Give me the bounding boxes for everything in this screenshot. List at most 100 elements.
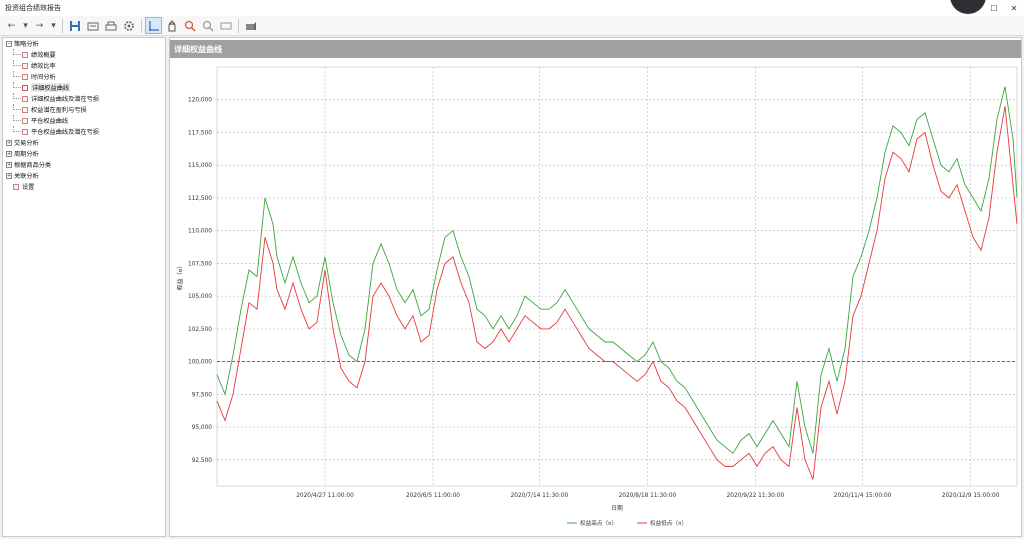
y-tick-label: 112,500 bbox=[188, 196, 212, 202]
print-icon bbox=[105, 21, 116, 30]
series-line-high bbox=[216, 86, 1018, 454]
settings-report-icon bbox=[13, 183, 19, 190]
window-controls: — ☐ ✕ bbox=[964, 0, 1024, 16]
tree-item-label: 绩效比率 bbox=[31, 63, 56, 70]
y-tick-label: 100,000 bbox=[188, 360, 212, 366]
x-axis-label: 日期 bbox=[611, 505, 623, 512]
y-tick-label: 95,000 bbox=[192, 425, 213, 431]
tree-item-label: 时间分析 bbox=[31, 74, 56, 81]
open-button[interactable] bbox=[84, 17, 101, 34]
y-tick-label: 107,500 bbox=[188, 261, 212, 267]
tree-branch-line bbox=[13, 60, 21, 66]
overlay-circle bbox=[950, 0, 986, 14]
forward-menu-button[interactable]: ▾ bbox=[51, 20, 56, 31]
tree-item-label: 设置 bbox=[22, 184, 35, 191]
tree-branch-line bbox=[13, 115, 21, 121]
tree-item-label: 平仓权益曲线及潜在亏损 bbox=[31, 129, 100, 136]
y-tick-label: 97,500 bbox=[192, 392, 213, 398]
zoom-fit-button[interactable] bbox=[217, 17, 234, 34]
tree-branch-line bbox=[13, 82, 21, 88]
tree-group-label: 策略分析 bbox=[14, 41, 39, 48]
minimize-button[interactable]: — bbox=[970, 3, 978, 13]
maximize-button[interactable]: ☐ bbox=[990, 3, 998, 13]
plot-area bbox=[216, 66, 1018, 487]
tree-item-label: 权益潜在盈利与亏损 bbox=[31, 107, 87, 114]
y-tick-label: 120,000 bbox=[188, 98, 212, 104]
zoom-in-button[interactable] bbox=[181, 17, 198, 34]
tree-item[interactable]: 详细权益曲线及潜在亏损 bbox=[3, 93, 165, 104]
crosshair-icon bbox=[148, 20, 159, 31]
tree-group-label: 根据商品分类 bbox=[14, 162, 52, 169]
x-tick-label: 2020/6/5 11:00:00 bbox=[406, 493, 460, 499]
save-button[interactable] bbox=[66, 17, 83, 34]
report-icon bbox=[22, 128, 28, 135]
tree-group[interactable]: − 策略分析 bbox=[3, 38, 165, 49]
report-icon bbox=[22, 106, 28, 113]
tree-item[interactable]: 详细权益曲线 bbox=[3, 82, 165, 93]
tree-group-label: 交易分析 bbox=[14, 140, 39, 147]
y-axis-label: 权益（¤） bbox=[176, 263, 184, 291]
pan-button[interactable] bbox=[163, 17, 180, 34]
expand-toggle-icon[interactable]: + bbox=[6, 139, 12, 146]
tree-item[interactable]: 平仓权益曲线 bbox=[3, 115, 165, 126]
zoom-out-button[interactable] bbox=[199, 17, 216, 34]
y-tick-label: 92,500 bbox=[192, 458, 213, 464]
report-icon bbox=[22, 84, 28, 91]
close-button[interactable]: ✕ bbox=[1010, 3, 1018, 13]
tree-group[interactable]: + 交易分析 bbox=[3, 137, 165, 148]
tree-item[interactable]: 绩效比率 bbox=[3, 60, 165, 71]
save-icon bbox=[69, 20, 80, 31]
y-tick-label: 117,500 bbox=[188, 130, 212, 136]
legend-label: 权益高点（¤） bbox=[580, 519, 617, 527]
gear-icon bbox=[123, 20, 134, 31]
content-panel: 详细权益曲线 92,500 95,000 97,500 100,000 102,500 1… bbox=[169, 37, 1022, 537]
tree-item-label: 详细权益曲线及潜在亏损 bbox=[31, 96, 100, 103]
report-icon bbox=[22, 117, 28, 124]
tree-group-label: 关联分析 bbox=[14, 173, 39, 180]
report-icon bbox=[22, 73, 28, 80]
x-tick-label: 2020/7/14 11:30:00 bbox=[511, 493, 569, 499]
tree-item[interactable]: 平仓权益曲线及潜在亏损 bbox=[3, 126, 165, 137]
expand-toggle-icon[interactable]: − bbox=[6, 40, 12, 47]
report-icon bbox=[22, 62, 28, 69]
expand-toggle-icon[interactable]: + bbox=[6, 172, 12, 179]
x-tick-label: 2020/11/4 15:00:00 bbox=[834, 493, 892, 499]
tree-item[interactable]: 权益潜在盈利与亏损 bbox=[3, 104, 165, 115]
hand-icon bbox=[168, 19, 175, 31]
tree-group[interactable]: + 关联分析 bbox=[3, 170, 165, 181]
tree-branch-line bbox=[13, 49, 21, 55]
x-tick-label: 2020/12/9 15:00:00 bbox=[942, 493, 1000, 499]
tree-group[interactable]: + 周期分析 bbox=[3, 148, 165, 159]
toolbar: ← ▾ → ▾ bbox=[0, 16, 1024, 36]
settings-button[interactable] bbox=[120, 17, 137, 34]
tree-group[interactable]: + 根据商品分类 bbox=[3, 159, 165, 170]
export-icon bbox=[245, 21, 256, 30]
back-button[interactable]: ← bbox=[7, 20, 16, 31]
x-tick-label: 2020/4/27 11:00:00 bbox=[296, 493, 354, 499]
forward-button[interactable]: → bbox=[35, 20, 44, 31]
legend-label: 权益低点（¤） bbox=[650, 519, 687, 527]
toolbar-separator bbox=[141, 18, 142, 33]
open-icon bbox=[87, 22, 98, 30]
tree-item[interactable]: 时间分析 bbox=[3, 71, 165, 82]
x-tick-label: 2020/8/18 11:30:00 bbox=[619, 493, 677, 499]
y-tick-label: 102,500 bbox=[188, 327, 212, 333]
equity-chart[interactable]: 92,500 95,000 97,500 100,000 102,500 105,000 1… bbox=[170, 58, 1021, 536]
back-menu-button[interactable]: ▾ bbox=[23, 20, 28, 31]
tree-branch-line bbox=[13, 71, 21, 77]
crosshair-button[interactable] bbox=[145, 17, 162, 34]
report-icon bbox=[22, 95, 28, 102]
toolbar-separator bbox=[62, 18, 63, 33]
expand-toggle-icon[interactable]: + bbox=[6, 150, 12, 157]
x-tick-label: 2020/9/22 11:30:00 bbox=[727, 493, 785, 499]
print-button[interactable] bbox=[102, 17, 119, 34]
tree-item-settings[interactable]: 设置 bbox=[3, 181, 165, 192]
expand-toggle-icon[interactable]: + bbox=[6, 161, 12, 168]
zoom-fit-icon bbox=[220, 22, 231, 29]
tree-branch-line bbox=[13, 93, 21, 99]
export-button[interactable] bbox=[242, 17, 259, 34]
title-bar: 投资组合绩效报告 — ☐ ✕ bbox=[0, 0, 1024, 16]
tree-item[interactable]: 绩效概要 bbox=[3, 49, 165, 60]
y-tick-label: 105,000 bbox=[188, 294, 212, 300]
